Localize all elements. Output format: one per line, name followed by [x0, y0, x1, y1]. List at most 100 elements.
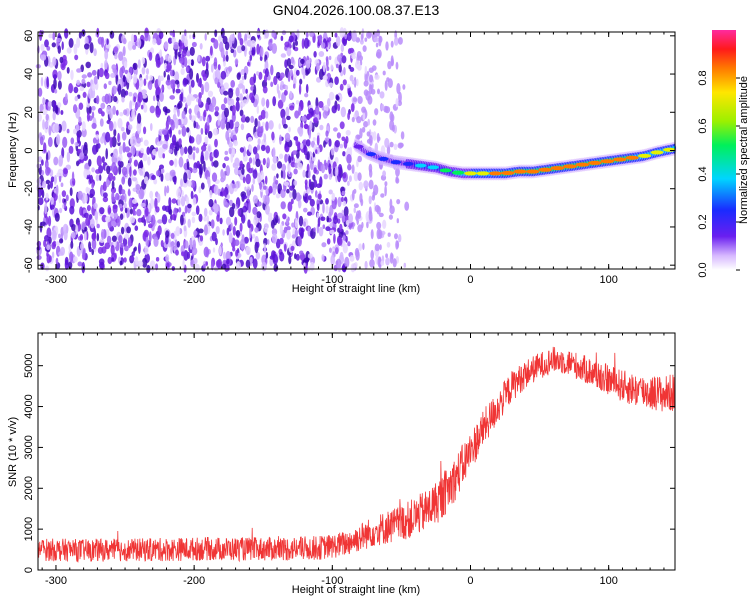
- noise-cell: [180, 92, 184, 102]
- noise-cell: [305, 139, 311, 147]
- noise-cell: [280, 35, 284, 42]
- noise-cell: [316, 135, 320, 146]
- noise-cell: [333, 215, 338, 225]
- noise-cell: [326, 66, 330, 71]
- noise-cell: [279, 251, 285, 262]
- noise-cell: [40, 76, 44, 87]
- noise-cell: [355, 214, 360, 222]
- noise-cell: [86, 81, 91, 88]
- noise-cell: [108, 80, 112, 86]
- noise-cell: [121, 131, 127, 141]
- noise-cell: [173, 41, 179, 50]
- spectrogram-y-tick-label: 20: [23, 106, 35, 118]
- noise-cell: [268, 185, 273, 194]
- noise-cell: [203, 263, 206, 270]
- noise-cell: [322, 61, 326, 73]
- noise-cell: [309, 261, 315, 271]
- snr-y-axis-label: SNR (10 * v/v): [7, 417, 19, 487]
- noise-cell: [323, 104, 329, 112]
- noise-cell: [40, 221, 46, 227]
- noise-cell: [216, 258, 223, 270]
- noise-cell: [236, 170, 243, 175]
- noise-cell: [75, 224, 79, 235]
- noise-cell: [71, 224, 77, 232]
- noise-cell: [307, 114, 312, 119]
- noise-cell: [224, 156, 230, 161]
- noise-cell: [187, 145, 193, 155]
- noise-cell: [61, 41, 64, 51]
- noise-cell: [234, 239, 240, 246]
- noise-cell: [128, 197, 133, 209]
- noise-cell: [363, 121, 369, 128]
- noise-cell: [84, 193, 88, 204]
- noise-cell: [65, 194, 69, 202]
- noise-cell: [256, 211, 262, 219]
- noise-cell: [200, 182, 205, 190]
- noise-cell: [144, 245, 149, 255]
- noise-cell: [181, 251, 185, 257]
- noise-cell: [295, 157, 301, 164]
- spectrogram-x-tick-label: -300: [45, 274, 67, 286]
- noise-cell: [95, 134, 99, 140]
- noise-cell: [337, 196, 342, 208]
- noise-cell: [256, 201, 262, 207]
- noise-cell: [254, 214, 257, 221]
- noise-cell: [279, 237, 284, 245]
- noise-cell: [174, 239, 178, 249]
- noise-cell: [323, 140, 326, 148]
- noise-cell: [392, 258, 397, 268]
- signal-core: [650, 150, 664, 155]
- noise-cell: [370, 249, 375, 260]
- spectrogram-x-tick-label: -200: [183, 274, 205, 286]
- noise-cell: [228, 232, 233, 244]
- noise-cell: [289, 90, 293, 99]
- noise-cell: [171, 134, 177, 146]
- noise-cell: [248, 157, 253, 164]
- noise-cell: [374, 108, 379, 116]
- noise-cell: [290, 245, 295, 252]
- noise-cell: [109, 108, 113, 119]
- noise-cell: [105, 179, 110, 188]
- noise-cell: [241, 114, 246, 121]
- noise-cell: [107, 256, 113, 265]
- noise-cell: [42, 119, 45, 130]
- noise-cell: [180, 196, 186, 207]
- noise-cell: [118, 234, 123, 244]
- noise-cell: [122, 37, 127, 45]
- noise-cell: [216, 214, 220, 222]
- noise-cell: [48, 236, 52, 244]
- noise-cell: [352, 97, 358, 102]
- noise-cell: [349, 47, 355, 54]
- noise-cell: [326, 125, 330, 132]
- noise-cell: [350, 103, 355, 113]
- noise-cell: [214, 29, 218, 38]
- noise-cell: [51, 251, 55, 259]
- noise-cell: [309, 159, 314, 171]
- noise-cell: [71, 231, 76, 239]
- noise-cell: [359, 128, 363, 139]
- noise-cell: [252, 177, 256, 185]
- noise-cell: [79, 152, 85, 160]
- noise-cell: [141, 57, 146, 65]
- noise-cell: [316, 203, 320, 211]
- noise-cell: [214, 69, 221, 80]
- noise-cell: [347, 241, 351, 247]
- noise-cell: [374, 243, 380, 252]
- noise-cell: [129, 100, 133, 111]
- figure-title: GN04.2026.100.08.37.E13: [273, 2, 440, 18]
- noise-cell: [183, 37, 188, 48]
- noise-cell: [280, 108, 286, 119]
- noise-cell: [322, 75, 328, 81]
- noise-cell: [111, 220, 117, 227]
- noise-cell: [260, 109, 266, 120]
- noise-cell: [174, 117, 179, 129]
- noise-cell: [376, 29, 381, 37]
- noise-cell: [214, 110, 219, 117]
- noise-cell: [164, 172, 171, 182]
- noise-cell: [74, 54, 79, 61]
- noise-cell: [289, 105, 295, 111]
- noise-cell: [115, 109, 119, 116]
- noise-cell: [146, 146, 151, 155]
- noise-cell: [135, 256, 139, 266]
